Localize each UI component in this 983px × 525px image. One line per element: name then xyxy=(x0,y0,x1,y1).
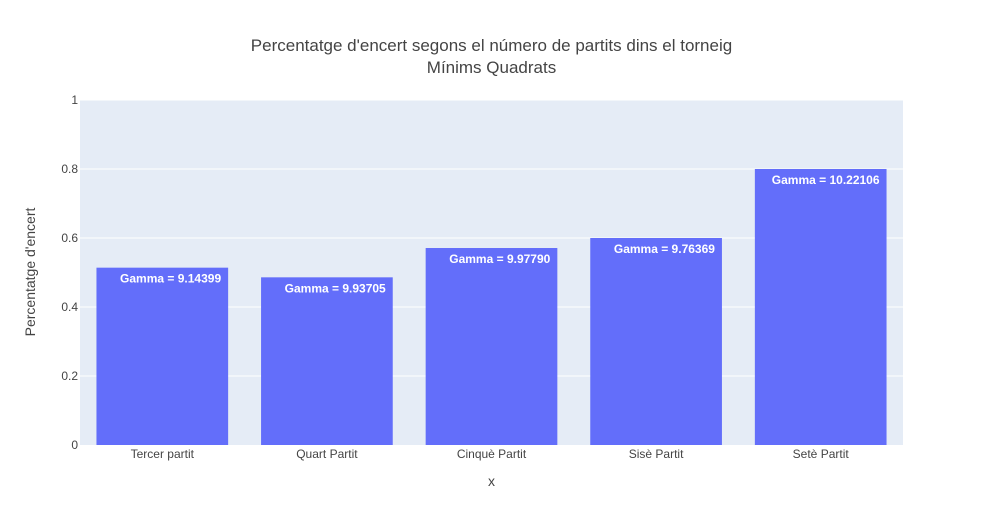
bar-labels: Gamma = 9.14399 Gamma = 9.93705 Gamma = 9.… xyxy=(120,173,880,295)
x-tick-label: Setè Partit xyxy=(793,447,850,461)
chart-title: Percentatge d'encert segons el número de… xyxy=(251,36,732,55)
y-tick-label: 0.4 xyxy=(61,300,78,314)
bar-data-label: Gamma = 10.22106 xyxy=(772,173,880,187)
x-tick-label: Sisè Partit xyxy=(629,447,684,461)
y-tick-label: 0.8 xyxy=(61,162,78,176)
y-axis-title: Percentatge d'encert xyxy=(22,208,38,337)
x-axis-title: x xyxy=(488,473,495,489)
chart-subtitle: Mínims Quadrats xyxy=(427,58,556,77)
y-tick-label: 1 xyxy=(71,93,78,107)
x-tick-label: Tercer partit xyxy=(131,447,195,461)
bar-data-label: Gamma = 9.93705 xyxy=(285,281,386,295)
y-tick-label: 0 xyxy=(71,438,78,452)
x-tick-label: Quart Partit xyxy=(296,447,358,461)
x-axis-ticks: Tercer partit Quart Partit Cinquè Partit Si… xyxy=(131,447,850,461)
bar-data-label: Gamma = 9.97790 xyxy=(449,252,550,266)
bar xyxy=(754,169,887,445)
bar xyxy=(96,267,229,445)
bar xyxy=(261,277,393,445)
y-axis-ticks: 0 0.2 0.4 0.6 0.8 1 xyxy=(61,93,78,452)
bar xyxy=(590,238,722,445)
y-tick-label: 0.2 xyxy=(61,369,78,383)
bar xyxy=(425,248,558,445)
bar-data-label: Gamma = 9.76369 xyxy=(614,242,715,256)
bars xyxy=(96,169,887,445)
bar-data-label: Gamma = 9.14399 xyxy=(120,272,221,286)
y-tick-label: 0.6 xyxy=(61,231,78,245)
x-tick-label: Cinquè Partit xyxy=(457,447,527,461)
